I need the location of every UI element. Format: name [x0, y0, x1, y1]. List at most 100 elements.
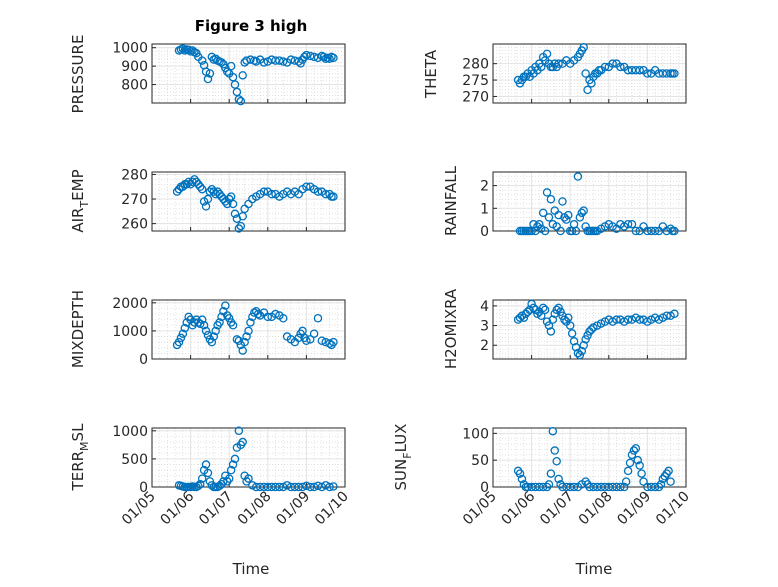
data-point — [565, 321, 575, 330]
data-point — [230, 454, 240, 464]
y-tick-label: 2000 — [112, 296, 148, 312]
data-point — [253, 309, 263, 319]
ylabel-pressure: PRESSURE — [69, 35, 87, 114]
data-point — [540, 305, 550, 315]
data-point — [302, 336, 311, 345]
data-point — [546, 469, 556, 478]
data-point — [306, 335, 315, 344]
data-point — [228, 199, 238, 209]
data-point — [656, 480, 666, 489]
data-point — [515, 313, 525, 322]
data-point — [238, 346, 247, 355]
data-point — [550, 309, 560, 319]
data-point — [587, 325, 596, 334]
axes-layer: 8009001000270275280260270280012010002000… — [112, 41, 692, 529]
x-tick-label: 01/09 — [273, 489, 313, 529]
data-point — [325, 54, 334, 64]
data-point — [217, 58, 226, 67]
data-point — [234, 224, 244, 233]
data-point — [538, 208, 548, 218]
data-point — [178, 329, 188, 338]
data-point — [197, 474, 207, 483]
data-point — [575, 350, 585, 360]
y-tick-label: 1000 — [112, 41, 148, 57]
data-point — [567, 329, 577, 338]
data-point — [550, 446, 560, 455]
data-point — [236, 96, 246, 106]
data-point — [670, 309, 679, 319]
y-tick-label: 0 — [480, 480, 489, 496]
data-point — [286, 55, 296, 64]
data-point — [275, 56, 284, 65]
data-point — [635, 315, 644, 324]
x-tick-label: 01/10 — [653, 489, 693, 529]
data-point — [300, 52, 309, 62]
data-point — [581, 335, 590, 344]
data-point — [201, 326, 211, 336]
ylabel-rainfall: RAINFALL — [442, 165, 460, 236]
data-point — [329, 53, 338, 63]
data-point — [263, 312, 273, 322]
subplot-1: 800 900 1000 — [112, 41, 346, 106]
data-point — [302, 182, 311, 191]
data-point — [542, 188, 552, 197]
ylabel-theta: THETA — [422, 49, 440, 99]
data-point — [579, 206, 588, 215]
data-point — [583, 85, 592, 95]
data-point — [197, 56, 207, 65]
data-point — [650, 226, 660, 236]
data-point — [329, 482, 338, 491]
x-tick-label: 01/08 — [576, 489, 616, 529]
data-point — [248, 481, 257, 490]
data-point — [259, 58, 269, 67]
y-tick-label: 2 — [480, 179, 489, 195]
data-point — [544, 321, 554, 330]
y-tick-label: 280 — [121, 167, 148, 183]
data-point — [569, 482, 579, 492]
axes-box — [492, 427, 687, 488]
data-point — [195, 479, 205, 489]
data-point — [643, 69, 652, 78]
x-tick-label: 01/06 — [499, 488, 539, 528]
data-point — [542, 317, 552, 326]
data-point — [317, 336, 327, 345]
data-point — [635, 461, 644, 470]
data-point — [633, 455, 643, 465]
data-point — [294, 482, 303, 492]
data-point — [554, 474, 563, 484]
axes-box — [492, 299, 687, 360]
data-point — [631, 226, 641, 236]
axes-box — [492, 43, 687, 104]
data-point — [226, 61, 236, 71]
data-point — [205, 477, 215, 486]
data-point — [558, 197, 567, 206]
data-point — [313, 314, 323, 323]
data-point — [571, 342, 581, 352]
data-point — [180, 323, 190, 333]
data-point — [267, 189, 276, 199]
data-point — [662, 311, 671, 320]
data-point — [575, 213, 585, 222]
data-point — [199, 321, 209, 330]
data-point — [201, 460, 211, 469]
data-point — [195, 319, 205, 329]
data-point — [556, 226, 565, 236]
data-point — [321, 481, 330, 490]
y-tick-label: 500 — [121, 452, 148, 468]
data-point — [306, 51, 315, 61]
y-tick-label: 100 — [462, 426, 489, 442]
data-point — [294, 333, 303, 343]
data-point — [325, 482, 334, 492]
data-point — [309, 329, 319, 338]
data-point — [224, 474, 234, 483]
y-tick-label: 270 — [462, 89, 489, 105]
data-point — [564, 313, 573, 322]
data-point — [221, 301, 230, 310]
xlabel-left: Time — [232, 560, 270, 578]
y-tick-label: 275 — [462, 73, 489, 89]
ylabel-h2omixra: H2OMIXRA — [442, 288, 460, 369]
data-point — [223, 199, 232, 209]
data-point — [278, 314, 288, 323]
ylabel-terr-msl: TERRMSL — [69, 423, 91, 492]
data-point — [302, 50, 311, 60]
